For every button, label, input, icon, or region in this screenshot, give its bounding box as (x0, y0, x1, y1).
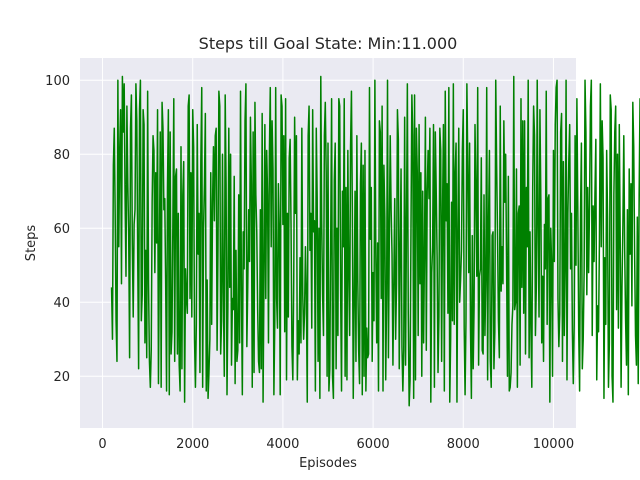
y-tick-label: 100 (45, 74, 70, 89)
y-axis-label: Steps (24, 225, 39, 262)
y-axis-ticks: 20 40 60 80 100 (45, 74, 70, 385)
x-tick-label: 6000 (357, 437, 390, 452)
x-axis-label: Episodes (299, 456, 357, 471)
y-tick-label: 80 (53, 148, 70, 163)
x-tick-label: 2000 (176, 437, 209, 452)
series-layer (110, 75, 640, 407)
x-tick-label: 0 (98, 437, 106, 452)
y-tick-label: 20 (53, 370, 70, 385)
x-tick-label: 10000 (533, 437, 574, 452)
x-axis-ticks: 0 2000 4000 6000 8000 10000 (98, 437, 574, 452)
x-tick-label: 4000 (266, 437, 299, 452)
x-tick-label: 8000 (447, 437, 480, 452)
series-line-steps (110, 75, 640, 407)
plot-area (80, 58, 640, 428)
y-tick-label: 40 (53, 296, 70, 311)
chart-title: Steps till Goal State: Min:11.000 (199, 34, 458, 53)
y-tick-label: 60 (53, 222, 70, 237)
